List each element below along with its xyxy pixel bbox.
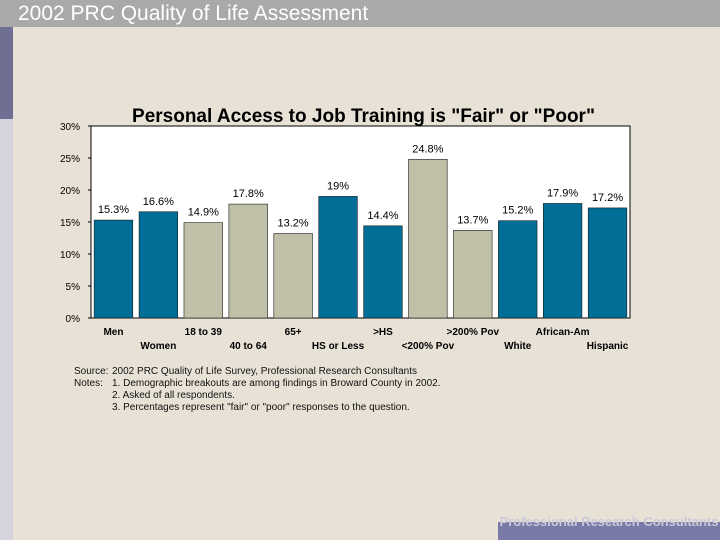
y-tick-label: 15% <box>60 218 80 229</box>
footer-bar <box>498 522 720 540</box>
bar <box>587 207 628 319</box>
bar <box>93 219 134 319</box>
bar <box>363 225 403 319</box>
category-label: African-Am <box>536 327 590 338</box>
bar <box>318 196 358 319</box>
header-bar: 2002 PRC Quality of Life Assessment <box>0 0 720 27</box>
bar <box>543 203 583 319</box>
category-label: HS or Less <box>312 341 365 352</box>
source-label: Source: <box>74 366 109 377</box>
category-label: >200% Pov <box>447 327 500 338</box>
category-label: >HS <box>373 327 393 338</box>
y-tick-label: 5% <box>66 282 81 293</box>
category-label: <200% Pov <box>402 341 455 352</box>
data-label: 17.2% <box>592 192 623 204</box>
category-label: Hispanic <box>587 341 629 352</box>
data-label: 14.9% <box>188 207 219 219</box>
data-label: 19% <box>327 180 349 192</box>
bar <box>228 203 268 319</box>
bar <box>138 211 178 319</box>
bar-chart: Personal Access to Job Training is "Fair… <box>60 106 631 352</box>
bar <box>183 222 223 319</box>
category-label: White <box>504 341 532 352</box>
footer-text: Professional Research Consultants <box>499 514 719 529</box>
y-tick-label: 30% <box>60 122 80 133</box>
left-light-strip <box>0 119 13 540</box>
y-tick-label: 25% <box>60 154 80 165</box>
note-2: 2. Asked of all respondents. <box>112 390 235 401</box>
plot-area <box>90 125 631 319</box>
bar <box>453 230 493 319</box>
data-label: 24.8% <box>412 143 443 155</box>
y-tick-label: 20% <box>60 186 80 197</box>
category-label: 18 to 39 <box>185 327 223 338</box>
data-label: 13.2% <box>278 218 309 230</box>
page-title: 2002 PRC Quality of Life Assessment <box>18 2 369 25</box>
chart-title: Personal Access to Job Training is "Fair… <box>132 106 595 127</box>
note-1: 1. Demographic breakouts are among findi… <box>112 378 441 389</box>
bar <box>273 233 313 319</box>
data-label: 14.4% <box>367 210 398 222</box>
left-accent-strip <box>0 27 13 119</box>
category-label: 65+ <box>285 327 302 338</box>
bar <box>408 158 448 319</box>
data-label: 13.7% <box>457 214 488 226</box>
note-3: 3. Percentages represent "fair" or "poor… <box>112 402 410 413</box>
category-label: Men <box>103 327 123 338</box>
notes-label: Notes: <box>74 378 103 389</box>
bar <box>498 220 538 319</box>
category-label: Women <box>140 341 176 352</box>
category-label: 40 to 64 <box>230 341 268 352</box>
source-notes: Source: 2002 PRC Quality of Life Survey,… <box>74 366 441 414</box>
data-label: 15.2% <box>502 205 533 217</box>
data-label: 17.9% <box>547 187 578 199</box>
y-tick-label: 0% <box>66 314 81 325</box>
y-tick-label: 10% <box>60 250 80 261</box>
data-label: 16.6% <box>143 196 174 208</box>
source-text: 2002 PRC Quality of Life Survey, Profess… <box>112 366 417 377</box>
data-label: 15.3% <box>98 204 129 216</box>
slide-content: Personal Access to Job Training is "Fair… <box>13 27 720 540</box>
data-label: 17.8% <box>233 188 264 200</box>
